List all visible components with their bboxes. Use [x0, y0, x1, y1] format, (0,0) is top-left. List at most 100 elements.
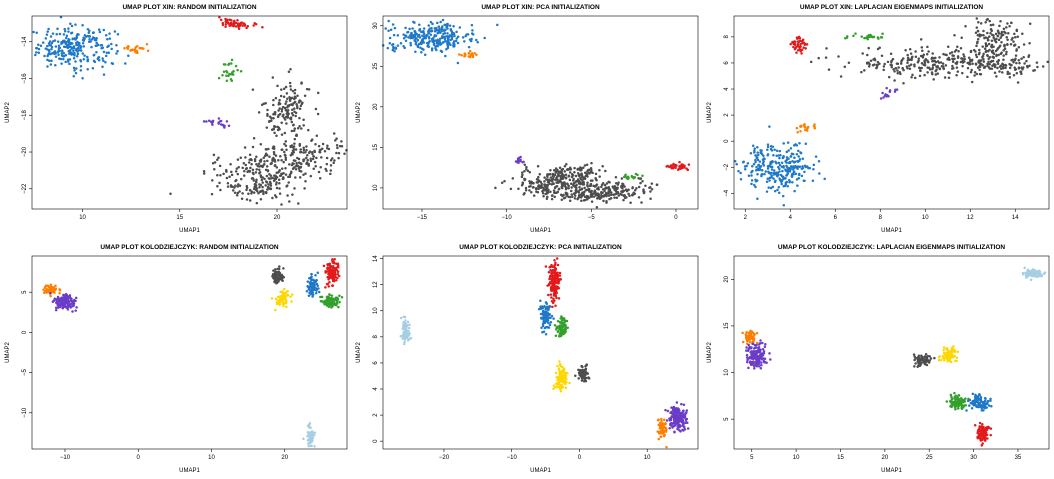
scatter-point [416, 45, 420, 49]
scatter-point [596, 197, 599, 200]
scatter-point [999, 19, 1002, 23]
scatter-point [979, 399, 982, 402]
scatter-point [49, 294, 52, 298]
scatter-point [86, 55, 89, 59]
scatter-point [438, 39, 441, 43]
scatter-point [542, 188, 545, 192]
scatter-point [977, 21, 980, 24]
scatter-point [794, 172, 798, 176]
scatter-point [684, 420, 688, 424]
scatter-point [919, 69, 922, 73]
scatter-point [640, 201, 643, 204]
scatter-point [60, 52, 64, 55]
scatter-point [134, 46, 137, 49]
scatter-point [799, 125, 803, 129]
scatter-point [285, 185, 288, 188]
scatter-point [225, 74, 228, 78]
scatter-point [127, 54, 130, 57]
scatter-point [273, 125, 277, 128]
scatter-point [567, 175, 571, 178]
scatter-point [775, 154, 778, 158]
scatter-point [343, 152, 346, 155]
scatter-point [650, 187, 654, 191]
scatter-point [974, 31, 978, 34]
scatter-point [998, 70, 1001, 73]
scatter-point [931, 63, 935, 67]
scatter-point [555, 287, 558, 291]
scatter-point [918, 364, 922, 368]
scatter-point [95, 44, 99, 47]
scatter-point [468, 49, 472, 53]
y-tick-label: −16 [22, 73, 28, 84]
x-tick-label: 2 [744, 215, 748, 221]
scatter-point [964, 404, 968, 407]
scatter-point [95, 41, 98, 45]
scatter-point [1022, 66, 1025, 69]
scatter-point [255, 178, 258, 181]
scatter-point [236, 158, 240, 161]
scatter-point [241, 24, 244, 27]
scatter-point [570, 193, 573, 196]
scatter-point [458, 53, 461, 56]
scatter-point [315, 134, 319, 137]
scatter-point [333, 159, 336, 162]
scatter-point [603, 189, 606, 193]
scatter-point [657, 418, 660, 421]
scatter-point [876, 47, 880, 51]
scatter-point [411, 36, 414, 40]
scatter-point [304, 180, 307, 183]
scatter-point [79, 47, 82, 50]
scatter-point [73, 37, 77, 40]
scatter-point [268, 172, 271, 176]
scatter-point [269, 174, 273, 178]
scatter-point [955, 62, 958, 65]
scatter-point [281, 290, 284, 293]
scatter-point [797, 173, 801, 177]
scatter-point [446, 44, 450, 48]
scatter-point [964, 25, 967, 28]
scatter-point [576, 171, 580, 175]
scatter-point [751, 144, 755, 147]
scatter-point [952, 66, 955, 70]
scatter-point [553, 191, 557, 195]
scatter-point [632, 193, 635, 196]
scatter-point [639, 177, 643, 180]
scatter-point [739, 178, 743, 181]
cluster-series-5 [494, 161, 659, 209]
scatter-point [825, 47, 828, 50]
scatter-point [633, 189, 637, 192]
scatter-point [741, 331, 744, 335]
scatter-point [302, 124, 305, 127]
scatter-point [550, 314, 554, 318]
scatter-point [580, 187, 584, 190]
scatter-point [763, 172, 766, 176]
scatter-point [63, 305, 66, 308]
scatter-point [785, 174, 788, 177]
scatter-point [757, 350, 761, 354]
scatter-point [307, 88, 311, 91]
scatter-point [64, 53, 68, 57]
scatter-point [942, 66, 945, 70]
y-tick-label: 2 [373, 413, 379, 417]
cluster-series-1 [745, 339, 772, 370]
scatter-point [405, 331, 408, 334]
scatter-point [559, 326, 563, 330]
scatter-point [317, 144, 321, 148]
scatter-point [756, 151, 759, 154]
scatter-point [904, 49, 907, 52]
scatter-point [1013, 44, 1016, 47]
scatter-point [229, 162, 232, 166]
scatter-point [298, 144, 302, 147]
scatter-point [566, 182, 569, 185]
scatter-point [335, 262, 338, 265]
scatter-point [611, 185, 614, 188]
scatter-point [227, 63, 230, 66]
scatter-point [608, 188, 612, 191]
scatter-point [528, 189, 531, 192]
scatter-point [308, 421, 312, 425]
scatter-point [289, 88, 293, 91]
scatter-point [86, 27, 90, 31]
scatter-point [285, 122, 288, 125]
scatter-point [544, 183, 547, 187]
scatter-point [544, 308, 548, 311]
